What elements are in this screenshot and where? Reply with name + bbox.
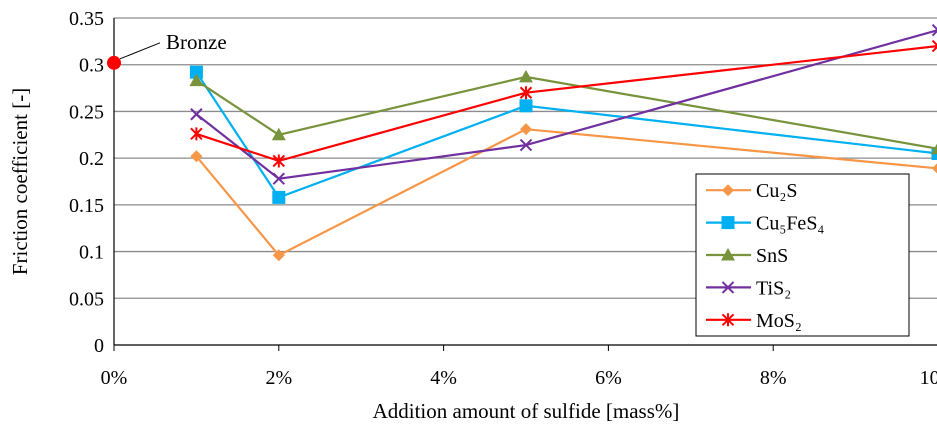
x-tick-label: 8% [760,367,787,389]
data-series [189,23,937,262]
data-point [190,150,203,163]
y-axis-title: Friction coefficient [-] [8,88,32,275]
y-tick-label: 0.25 [69,101,104,123]
x-tick-label: 4% [430,367,457,389]
data-point [520,123,532,136]
bronze-point [107,55,121,70]
y-tick-label: 0.1 [79,242,104,264]
y-tick-label: 0.3 [79,55,104,77]
series-mos [190,39,937,168]
data-point [931,143,937,155]
x-tick-label: 10% [920,367,937,389]
series-cu-s [190,123,937,262]
y-tick-label: 0 [94,335,104,357]
series-line [195,128,937,257]
x-axis-title: Addition amount of sulfide [mass%] [373,399,680,423]
series-line [195,75,937,150]
data-point [271,127,286,141]
series-sns [189,69,937,155]
data-point [931,39,937,53]
legend-item-tis: TiS₂ [706,277,791,299]
legend-label: TiS₂ [756,277,791,299]
x-tick-label: 0% [101,367,128,389]
legend-marker [722,184,734,197]
legend-marker [721,281,735,294]
x-tick-label: 6% [595,367,622,389]
series-tis [190,23,937,185]
legend-label: SnS [756,245,788,267]
y-tick-labels: 0 0.05 0.1 0.15 0.2 0.25 0.3 0.35 [69,8,104,357]
data-point [519,69,533,83]
data-point [272,154,286,168]
axes [113,18,937,351]
data-point [272,190,286,204]
x-tick-label: 2% [265,367,292,389]
legend-marker [721,216,735,230]
data-point [931,23,937,37]
legend-label: MoS₂ [756,310,802,332]
legend-marker [721,248,735,261]
legend-item-sns: SnS [706,245,788,267]
data-point [932,163,937,174]
data-point [189,65,203,79]
series-line [195,71,937,199]
legend-item-cu-s: Cu₂S [706,180,797,202]
data-point [272,249,285,262]
legend-label: Cu₂S [756,180,797,202]
legend: Cu₂S Cu₅FeS₄ SnS TiS₂ MoS₂ [695,173,910,337]
data-point [189,73,204,87]
bronze-reference: Bronze [107,30,227,70]
series-line [195,29,937,180]
y-tick-label: 0.2 [79,148,104,170]
bronze-label: Bronze [166,30,227,54]
data-point [272,172,286,185]
legend-item-mos: MoS₂ [706,310,802,332]
y-tick-label: 0.05 [69,288,104,310]
legend-label: Cu₅FeS₄ [756,213,824,235]
legend-marker [721,313,735,327]
y-tick-label: 0.15 [69,195,104,217]
data-point [519,86,533,100]
y-tick-label: 0.35 [69,8,104,30]
data-point [190,127,203,141]
legend-item-cu-fes: Cu₅FeS₄ [706,213,824,235]
data-point [519,99,533,113]
data-point [190,108,203,121]
x-tick-labels: 0% 2% 4% 6% 8% 10% [101,367,937,389]
data-point [519,138,533,152]
bronze-leader-line [119,42,161,60]
series-line [196,45,937,163]
